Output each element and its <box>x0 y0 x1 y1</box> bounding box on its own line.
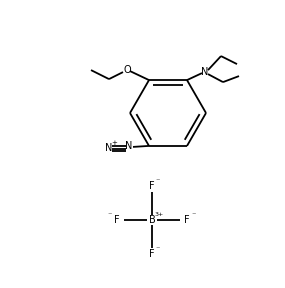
Text: ⁻: ⁻ <box>156 245 160 253</box>
Text: B: B <box>148 215 155 225</box>
Text: F: F <box>149 249 155 259</box>
Text: 3+: 3+ <box>154 213 164 217</box>
Text: ⁻: ⁻ <box>156 177 160 185</box>
Text: O: O <box>123 65 131 75</box>
Text: +: + <box>111 140 117 146</box>
Text: F: F <box>184 215 190 225</box>
Text: ⁻: ⁻ <box>192 211 196 219</box>
Text: N: N <box>125 141 133 151</box>
Text: N: N <box>105 143 113 153</box>
Text: F: F <box>114 215 120 225</box>
Text: F: F <box>149 181 155 191</box>
Text: ⁻: ⁻ <box>108 211 112 219</box>
Text: N: N <box>201 67 209 77</box>
